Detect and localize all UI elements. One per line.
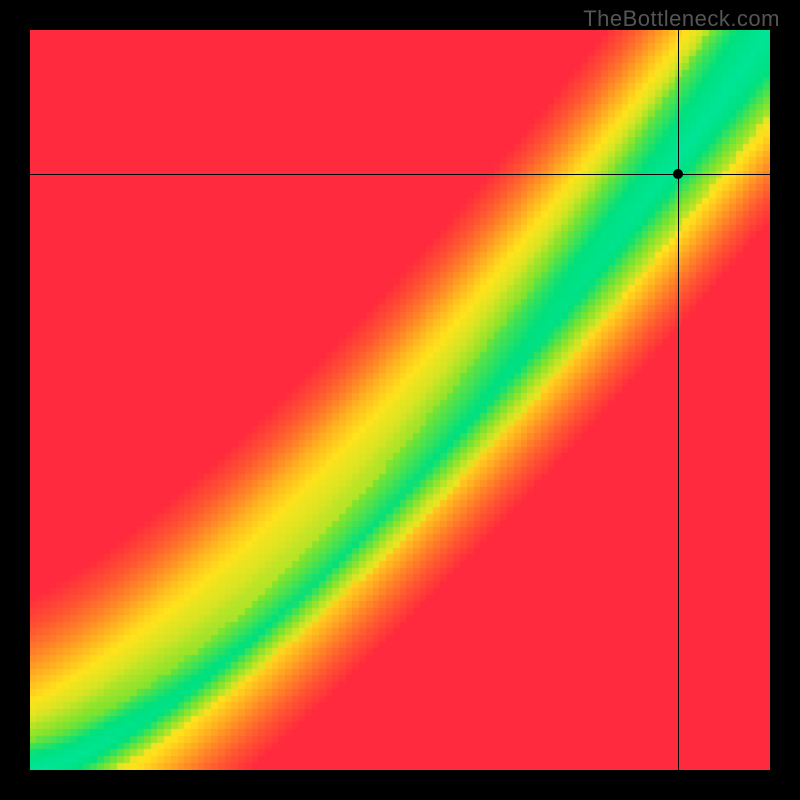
heatmap-canvas: [30, 30, 770, 770]
chart-container: TheBottleneck.com: [0, 0, 800, 800]
watermark-text: TheBottleneck.com: [583, 6, 780, 32]
crosshair-vertical: [678, 30, 679, 770]
plot-area: [30, 30, 770, 770]
crosshair-horizontal: [30, 174, 770, 175]
marker-dot: [673, 169, 683, 179]
